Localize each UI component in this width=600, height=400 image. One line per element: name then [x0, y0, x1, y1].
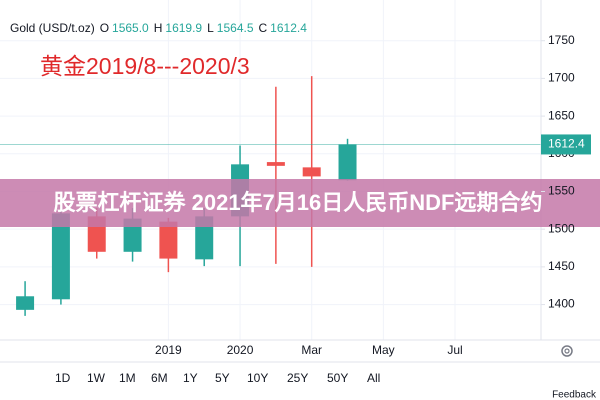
- candle-body: [159, 221, 178, 259]
- y-tick-label: 1550: [548, 184, 575, 198]
- ohlc-label: O: [100, 21, 109, 35]
- overlay-band: [0, 179, 600, 227]
- candle-body: [338, 144, 357, 181]
- range-button[interactable]: 1M: [119, 371, 136, 385]
- range-button[interactable]: 50Y: [327, 371, 348, 385]
- ohlc-value: 1564.5: [217, 21, 254, 35]
- y-tick-label: 1750: [548, 33, 575, 47]
- ohlc-value: 1565.0: [112, 21, 149, 35]
- gear-hole: [564, 348, 570, 354]
- range-button[interactable]: 25Y: [287, 371, 308, 385]
- annotation: 黄金2019/8---2020/3: [40, 53, 250, 79]
- feedback-link[interactable]: Feedback: [552, 390, 597, 400]
- ohlc-label: L: [207, 21, 214, 35]
- ohlc-value: 1612.4: [270, 21, 307, 35]
- y-tick-label: 1700: [548, 71, 575, 85]
- x-tick-label: Jul: [447, 343, 462, 357]
- y-tick-label: 1450: [548, 259, 575, 273]
- overlay-text: 股票杠杆证券 2021年7月16日人民币NDF远期合约: [54, 190, 543, 215]
- last-price-box: [541, 134, 591, 155]
- y-tick-label: 1650: [548, 108, 575, 122]
- range-button[interactable]: All: [367, 371, 380, 385]
- legend: Gold (USD/t.oz) O 1565.0 H 1619.9 L 1564.5 C 161…: [10, 21, 307, 35]
- candle-body: [302, 167, 321, 177]
- ohlc-value: 1619.9: [165, 21, 202, 35]
- ohlc-label: C: [259, 21, 268, 35]
- x-tick-label: Mar: [301, 343, 322, 357]
- x-tick-label: 2020: [227, 343, 254, 357]
- range-button[interactable]: 1W: [87, 371, 106, 385]
- range-button[interactable]: 1D: [55, 371, 71, 385]
- range-button[interactable]: 10Y: [247, 371, 268, 385]
- y-tick-label: 1500: [548, 221, 575, 235]
- candle-body: [51, 213, 70, 300]
- range-button[interactable]: 1Y: [183, 371, 198, 385]
- x-tick-label: May: [372, 343, 395, 357]
- x-tick-label: 2019: [155, 343, 182, 357]
- candle-body: [266, 162, 285, 166]
- range-button[interactable]: 5Y: [215, 371, 230, 385]
- settings-icon[interactable]: [561, 345, 573, 357]
- last-price-label: 1612.4: [548, 137, 585, 151]
- symbol-name: Gold (USD/t.oz): [10, 21, 95, 35]
- candle-body: [16, 296, 35, 310]
- range-button[interactable]: 6M: [151, 371, 168, 385]
- y-tick-label: 1400: [548, 297, 575, 311]
- ohlc-label: H: [154, 21, 163, 35]
- candle-body: [195, 216, 214, 260]
- gear: [561, 345, 573, 357]
